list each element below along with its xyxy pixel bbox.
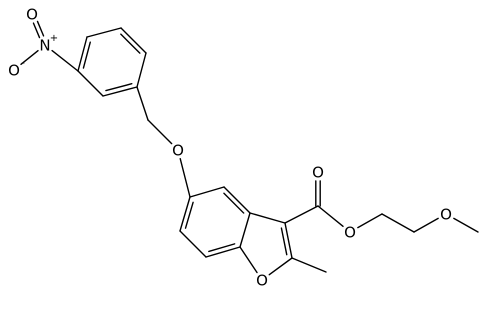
atom-label: O — [172, 142, 184, 160]
bond — [32, 22, 41, 39]
atom-charge: + — [50, 33, 58, 44]
bond — [249, 212, 286, 224]
bond — [51, 49, 79, 72]
bond — [268, 257, 293, 276]
bond — [120, 33, 141, 54]
atom-label: O — [344, 224, 356, 242]
bond — [189, 186, 225, 198]
bond — [20, 49, 39, 66]
bond — [179, 230, 207, 258]
bond — [284, 222, 293, 259]
bond — [205, 246, 241, 258]
bond — [82, 41, 91, 69]
bond — [147, 119, 173, 145]
bond — [239, 212, 251, 248]
bond — [284, 205, 319, 224]
bond — [223, 192, 245, 214]
bond — [86, 27, 122, 38]
bond — [453, 217, 479, 233]
bond — [317, 205, 344, 228]
atom-label: O — [8, 62, 20, 80]
bond — [102, 86, 138, 97]
bond — [77, 36, 88, 72]
bond — [136, 86, 149, 121]
bond — [184, 201, 194, 229]
bond — [105, 83, 133, 92]
bond — [120, 27, 147, 54]
bond — [381, 213, 415, 233]
bond — [223, 186, 251, 214]
bond — [208, 243, 236, 253]
bond — [36, 20, 45, 37]
bond — [413, 217, 439, 233]
bond — [77, 70, 104, 97]
atom-charge: - — [21, 58, 25, 69]
atom-label: O — [26, 6, 38, 24]
atom-label: O — [440, 206, 452, 224]
atom-label: O — [256, 272, 268, 290]
atom-label: O — [312, 164, 324, 182]
bond — [136, 52, 147, 88]
atom-label: N — [39, 37, 50, 55]
bond — [280, 227, 288, 256]
bond — [291, 257, 327, 273]
bond — [239, 246, 258, 274]
bond — [357, 213, 383, 229]
bond — [179, 158, 191, 198]
bond — [179, 196, 191, 232]
